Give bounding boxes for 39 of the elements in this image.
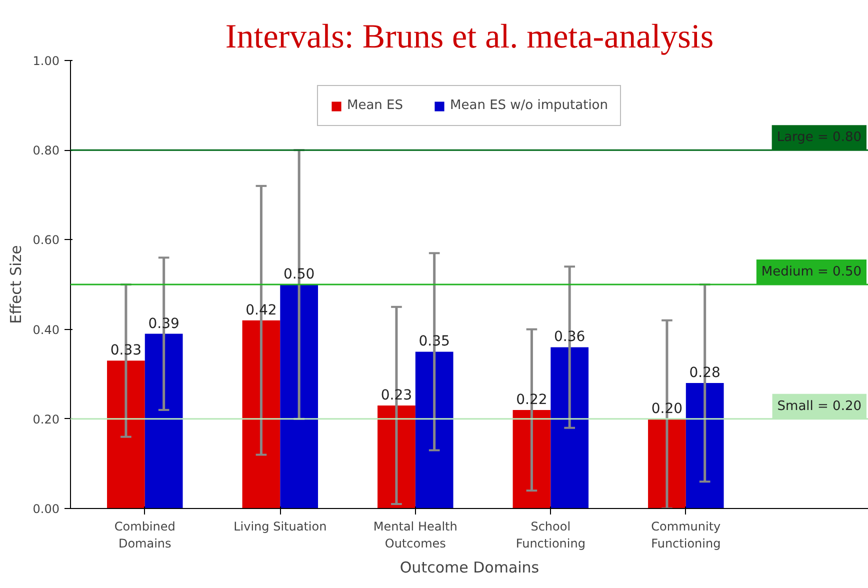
y-tick-label: 1.00 — [32, 54, 60, 68]
x-tick-label: School Functioning — [516, 520, 586, 550]
chart-title: Intervals: Bruns et al. meta-analysis — [225, 18, 714, 56]
data-label: 0.39 — [148, 316, 180, 332]
data-label: 0.28 — [689, 365, 720, 382]
y-tick-label: 0.60 — [32, 233, 60, 248]
data-label: 0.35 — [418, 334, 450, 350]
x-axis-title: Outcome Domains — [400, 558, 540, 576]
y-axis-title: Effect Size — [6, 245, 25, 324]
data-label: 0.36 — [554, 329, 586, 346]
y-tick-label: 0.40 — [32, 322, 60, 337]
bar — [415, 352, 454, 508]
ref-line-label: Medium = 0.50 — [761, 264, 862, 280]
x-tick-label: Community Functioning — [651, 520, 721, 550]
legend-label: Mean ES w/o imputation — [450, 98, 608, 113]
data-label: 0.33 — [110, 342, 142, 359]
bar — [144, 334, 183, 508]
bar — [512, 410, 551, 508]
ref-line-label: Small = 0.20 — [777, 398, 862, 414]
bar — [107, 360, 145, 508]
y-tick-label: 0.80 — [32, 144, 60, 158]
x-tick-label: Mental Health Outcomes — [373, 520, 458, 550]
y-tick-label: 0.00 — [32, 502, 60, 516]
data-label: 0.23 — [380, 387, 412, 404]
bar — [280, 284, 318, 508]
y-tick-label: 0.20 — [32, 412, 60, 426]
ref-line-label: Large = 0.80 — [776, 130, 862, 146]
bar — [648, 418, 686, 508]
data-label: 0.20 — [651, 400, 683, 417]
x-tick-label: Living Situation — [234, 520, 327, 534]
bar — [378, 405, 416, 508]
bar — [686, 383, 724, 508]
legend-label: Mean ES — [346, 98, 404, 113]
x-tick-label: Combined Domains — [114, 520, 176, 550]
bar — [242, 320, 280, 508]
bar — [550, 347, 589, 508]
data-label: 0.22 — [516, 392, 548, 408]
data-label: 0.50 — [283, 266, 315, 282]
data-label: 0.42 — [246, 302, 277, 318]
